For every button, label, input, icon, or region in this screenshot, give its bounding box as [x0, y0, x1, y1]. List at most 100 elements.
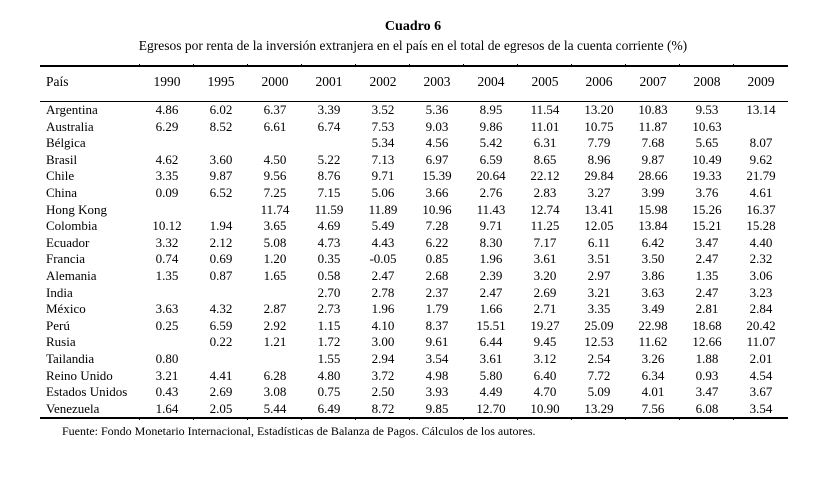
- cuadro-6-table: País 1990 1995 2000 2001 2002 2003 2004 2005 2006…: [40, 65, 788, 420]
- value-cell: 2.69: [533, 284, 557, 300]
- value-cell: 8.07: [749, 135, 773, 151]
- value-cell: 6.02: [209, 102, 233, 117]
- value-cell: 1.88: [695, 350, 719, 366]
- value-cell: 12.66: [692, 334, 722, 350]
- value-cell: 10.12: [152, 218, 182, 234]
- value-cell: 2.97: [587, 267, 611, 283]
- value-cell: 7.28: [425, 218, 449, 234]
- value-cell: 2.81: [695, 301, 719, 317]
- year-column-header: 2003: [409, 65, 464, 102]
- value-cell: 11.07: [746, 334, 776, 350]
- table-row: México 3.63 4.32 2.87 2.73 1.96 1.79 1.66 2.71 3.…: [40, 301, 788, 318]
- value-cell: 6.08: [679, 400, 734, 420]
- value-cell: 3.99: [641, 184, 665, 200]
- table-row: Argentina 4.86 6.02 6.37 3.39 3.52 5.36 8.95 11.…: [40, 102, 788, 119]
- value-cell: 1.55: [317, 350, 341, 366]
- value-cell: 21.79: [746, 168, 776, 184]
- value-cell: 15.21: [692, 218, 722, 234]
- value-cell: 4.61: [749, 184, 773, 200]
- value-cell: 11.74: [260, 201, 290, 217]
- value-cell: 3.39: [317, 102, 341, 117]
- value-cell: 16.37: [746, 201, 776, 217]
- value-cell: 6.40: [533, 367, 557, 383]
- value-cell: 7.13: [371, 151, 395, 167]
- value-cell: 3.65: [263, 218, 287, 234]
- value-cell: 11.43: [476, 201, 506, 217]
- value-cell: 3.72: [371, 367, 395, 383]
- value-cell: 2.12: [209, 234, 233, 250]
- value-cell: 2.73: [317, 301, 341, 317]
- country-cell: Ecuador: [46, 234, 90, 250]
- value-cell: 11.59: [314, 201, 344, 217]
- country-cell: Argentina: [46, 102, 98, 117]
- value-cell: 2.47: [695, 251, 719, 267]
- year-column-header: 2001: [301, 65, 356, 102]
- value-cell: 3.06: [749, 267, 773, 283]
- value-cell: 2.39: [479, 267, 503, 283]
- value-cell: 3.21: [155, 367, 179, 383]
- table-row: Reino Unido 3.21 4.41 6.28 4.80 3.72 4.98 5.80 6…: [40, 368, 788, 385]
- value-cell: 9.87: [641, 151, 665, 167]
- value-cell: 0.87: [209, 267, 233, 283]
- year-column-header: 2000: [247, 65, 302, 102]
- value-cell: 5.65: [695, 135, 719, 151]
- value-cell: 0.75: [317, 384, 341, 400]
- value-cell: 5.09: [587, 384, 611, 400]
- value-cell: 3.20: [533, 267, 557, 283]
- value-cell: [140, 135, 194, 152]
- value-cell: 1.94: [209, 218, 233, 234]
- value-cell: 6.42: [641, 234, 665, 250]
- value-cell: 4.43: [371, 234, 395, 250]
- table-row: Rusia 0.22 1.21 1.72 3.00 9.61 6.44 9.45 12.53 11…: [40, 334, 788, 351]
- value-cell: 3.27: [587, 184, 611, 200]
- value-cell: 5.22: [317, 151, 341, 167]
- country-cell: Bélgica: [46, 135, 86, 151]
- country-cell: Venezuela: [40, 400, 140, 420]
- value-cell: 2.70: [317, 284, 341, 300]
- value-cell: 11.62: [638, 334, 668, 350]
- value-cell: [140, 334, 194, 351]
- value-cell: 8.52: [209, 118, 233, 134]
- value-cell: 10.49: [692, 151, 722, 167]
- value-cell: 3.86: [641, 267, 665, 283]
- value-cell: 7.56: [625, 400, 680, 420]
- country-cell: Alemania: [46, 267, 97, 283]
- value-cell: 1.64: [139, 400, 194, 420]
- value-cell: 6.97: [425, 151, 449, 167]
- value-cell: [194, 202, 248, 219]
- value-cell: 3.67: [749, 384, 773, 400]
- value-cell: 12.70: [463, 400, 518, 420]
- table-row: Brasil 4.62 3.60 4.50 5.22 7.13 6.97 6.59 8.65 8.…: [40, 152, 788, 169]
- value-cell: 6.59: [479, 151, 503, 167]
- value-cell: 1.66: [479, 301, 503, 317]
- value-cell: 5.44: [247, 400, 302, 420]
- value-cell: 12.53: [584, 334, 614, 350]
- value-cell: 7.25: [263, 184, 287, 200]
- value-cell: 2.87: [263, 301, 287, 317]
- value-cell: [302, 135, 356, 152]
- value-cell: 29.84: [584, 168, 614, 184]
- value-cell: 0.80: [155, 350, 179, 366]
- value-cell: 3.12: [533, 350, 557, 366]
- value-cell: 4.50: [263, 151, 287, 167]
- value-cell: 2.71: [533, 301, 557, 317]
- value-cell: 8.37: [425, 317, 449, 333]
- value-cell: 9.03: [425, 118, 449, 134]
- value-cell: 4.10: [371, 317, 395, 333]
- value-cell: 2.47: [371, 267, 395, 283]
- value-cell: 3.35: [587, 301, 611, 317]
- value-cell: 0.93: [695, 367, 719, 383]
- value-cell: 9.56: [263, 168, 287, 184]
- value-cell: 13.14: [746, 102, 776, 117]
- value-cell: 7.53: [371, 118, 395, 134]
- country-cell: Australia: [46, 118, 94, 134]
- value-cell: 15.98: [638, 201, 668, 217]
- table-row: China 0.09 6.52 7.25 7.15 5.06 3.66 2.76 2.83 3.2…: [40, 185, 788, 202]
- country-cell: Francia: [46, 251, 85, 267]
- value-cell: 0.69: [209, 251, 233, 267]
- table-row: Venezuela 1.64 2.05 5.44 6.49 8.72 9.85 12.70 10…: [40, 400, 788, 420]
- country-cell: México: [46, 301, 86, 317]
- value-cell: [194, 351, 248, 368]
- value-cell: 2.01: [749, 350, 773, 366]
